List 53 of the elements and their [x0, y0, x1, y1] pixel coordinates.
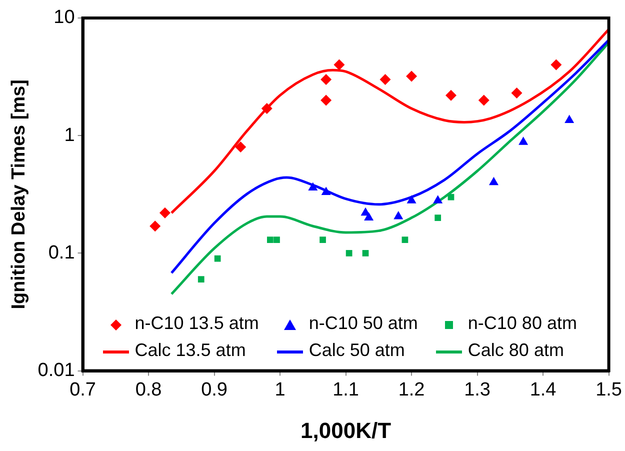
point [274, 236, 280, 243]
y-tick-label: 1 [64, 124, 75, 146]
legend-label: Calc 50 atm [308, 340, 405, 361]
point [448, 194, 454, 200]
point [308, 182, 318, 191]
y-tick-label: 0.1 [48, 242, 75, 264]
point [362, 250, 369, 256]
point [488, 176, 498, 186]
y-tick-label: 0.01 [38, 360, 75, 382]
x-tick-label: 1.5 [596, 379, 622, 400]
point [550, 59, 562, 70]
x-tick-label: 1.3 [464, 379, 490, 400]
point [478, 94, 490, 106]
point [235, 141, 246, 152]
point [394, 211, 404, 220]
x-tick-label: 0.7 [70, 379, 96, 400]
y-axis-title: Ignition Delay Times [ms] [8, 79, 30, 310]
legend-label: n-C10 13.5 atm [134, 312, 259, 334]
x-axis-title: 1,000K/T [300, 418, 392, 443]
point [511, 88, 522, 99]
x-tick-label: 0.8 [135, 379, 162, 400]
legend-label: n-C10 80 atm [468, 312, 577, 334]
point [261, 103, 272, 114]
point [346, 250, 352, 256]
point [402, 236, 408, 243]
x-tick-label: 0.9 [201, 379, 228, 400]
point [406, 70, 418, 82]
legend-label: Calc 13.5 atm [134, 340, 246, 361]
point [198, 276, 204, 282]
x-tick-label: 1.2 [398, 379, 425, 400]
x-tick-label: 1.4 [530, 379, 557, 400]
point [150, 220, 161, 232]
point [320, 74, 332, 85]
x-tick-label: 1 [274, 379, 286, 400]
point [406, 195, 416, 204]
legend-label: n-C10 50 atm [308, 312, 418, 334]
point [334, 59, 345, 70]
point [320, 94, 332, 106]
point [364, 212, 374, 221]
y-tick-label: 10 [54, 7, 75, 28]
point [518, 136, 528, 145]
point [380, 74, 391, 85]
x-tick-label: 1.1 [332, 379, 359, 400]
point [320, 236, 326, 243]
point [266, 236, 274, 243]
point [321, 186, 331, 195]
point [159, 207, 170, 218]
point [214, 255, 221, 262]
point [433, 195, 443, 204]
point [564, 114, 574, 124]
point [445, 90, 456, 101]
legend-label: Calc 80 atm [468, 340, 564, 361]
point [434, 214, 442, 221]
